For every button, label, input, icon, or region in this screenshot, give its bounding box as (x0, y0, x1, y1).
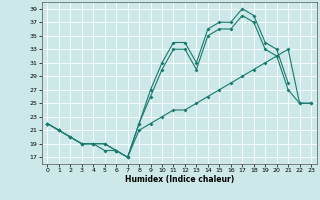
X-axis label: Humidex (Indice chaleur): Humidex (Indice chaleur) (124, 175, 234, 184)
